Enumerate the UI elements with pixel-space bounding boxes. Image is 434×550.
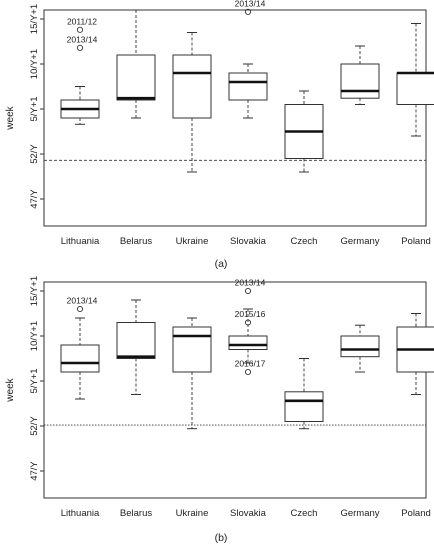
box-czech (284, 90, 324, 173)
outlier-label: 2015/16 (235, 309, 266, 319)
outlier-point (244, 8, 252, 15)
outlier-point (244, 368, 252, 376)
category-label: Lithuania (61, 508, 100, 519)
outlier-label: 2011/12 (67, 16, 97, 26)
category-label: Ukraine (176, 508, 209, 519)
outlier-point (76, 26, 84, 33)
y-tick-label: 15/Y+1 (29, 4, 40, 34)
box-iqr (396, 72, 434, 105)
box-iqr (172, 326, 212, 373)
y-tick-label: 52/Y (29, 144, 40, 164)
box-belarus (116, 9, 156, 119)
category-label: Belarus (120, 508, 152, 519)
category-label: Poland (401, 236, 431, 247)
category-label: Ukraine (176, 236, 209, 247)
box-iqr (228, 335, 268, 350)
y-tick-label: 47/Y (29, 189, 40, 209)
box-iqr (116, 54, 156, 101)
box-iqr (60, 344, 100, 373)
outlier-label: 2016/17 (235, 359, 266, 369)
y-axis-title: week (5, 105, 16, 130)
box-iqr (172, 54, 212, 119)
category-label: Slovakia (230, 236, 267, 247)
y-tick-label: 10/Y+1 (29, 321, 40, 351)
box-iqr (228, 72, 268, 101)
box-czech (284, 358, 324, 430)
boxplot-panel-b: 47/Y 52/Y 5/Y+1 10/Y+1 15/Y+1 week Lithuania Be… (5, 276, 434, 544)
box-iqr (340, 63, 380, 99)
box-slovakia (228, 308, 268, 364)
panel-label: (a) (215, 258, 228, 270)
y-tick-label: 10/Y+1 (29, 49, 40, 79)
box-germany (340, 45, 380, 105)
plot-frame (43, 281, 427, 499)
category-label: Czech (291, 236, 318, 247)
y-tick-label: 47/Y (29, 461, 40, 481)
box-iqr (340, 335, 380, 358)
category-label: Poland (401, 508, 431, 519)
category-label: Lithuania (61, 236, 100, 247)
outlier-point (76, 305, 84, 313)
category-label: Czech (291, 508, 318, 519)
y-tick-label: 5/Y+1 (29, 96, 40, 121)
box-iqr (116, 322, 156, 359)
outlier-point (244, 287, 252, 295)
outlier-label: 2013/14 (67, 296, 98, 306)
box-lithuania (60, 86, 100, 125)
category-label: Germany (340, 508, 379, 519)
plot-frame (43, 9, 427, 227)
category-label: Germany (340, 236, 379, 247)
y-axis-title: week (5, 377, 16, 402)
outlier-label: 2013/14 (235, 0, 266, 8)
category-label: Slovakia (230, 508, 267, 519)
outlier-point (76, 44, 84, 51)
outlier-label: 2013/14 (67, 34, 98, 44)
outlier-point (244, 319, 252, 326)
category-label: Belarus (120, 236, 152, 247)
box-ukraine (172, 317, 212, 430)
outlier-label: 2013/14 (235, 278, 266, 288)
boxplot-panel-a: 47/Y 52/Y 5/Y+1 10/Y+1 15/Y+1 week Lithuania Be… (5, 0, 434, 270)
box-poland (396, 313, 434, 395)
y-tick-label: 5/Y+1 (29, 368, 40, 393)
box-lithuania (60, 317, 100, 400)
box-germany (340, 324, 380, 373)
panel-label: (b) (215, 532, 228, 544)
y-tick-label: 52/Y (29, 416, 40, 436)
box-iqr (284, 391, 324, 422)
box-ukraine (172, 32, 212, 173)
y-tick-label: 15/Y+1 (29, 276, 40, 306)
box-poland (396, 23, 434, 137)
box-slovakia (228, 63, 268, 119)
box-belarus (116, 299, 156, 395)
